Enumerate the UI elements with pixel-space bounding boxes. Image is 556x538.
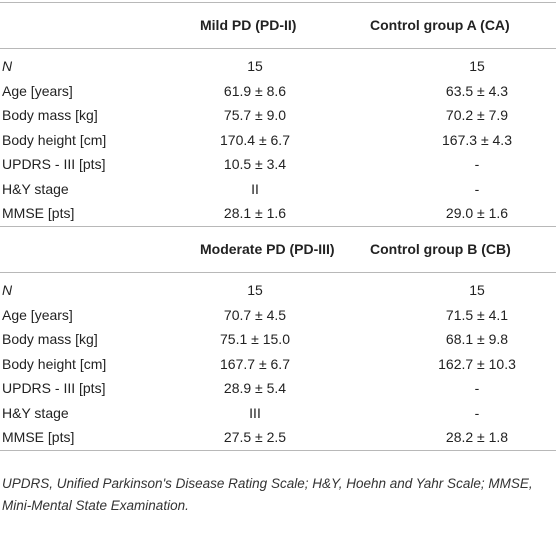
row-label: Age [years]	[2, 82, 73, 99]
rule	[0, 48, 556, 49]
cell-value: 70.7 ± 4.5	[223, 306, 287, 323]
cell-value: 167.3 ± 4.3	[442, 131, 512, 148]
rule	[0, 2, 556, 3]
cell-value: 70.2 ± 7.9	[445, 107, 509, 123]
row-label: MMSE [pts]	[2, 205, 75, 221]
rule	[0, 450, 556, 451]
cell-value: 75.7 ± 9.0	[223, 107, 287, 123]
cell-value: -	[474, 180, 480, 197]
cell-value: 15	[469, 58, 485, 74]
row-label: UPDRS - III [pts]	[2, 380, 106, 396]
cell-value: III	[249, 404, 261, 421]
row-label: Body height [cm]	[2, 355, 107, 372]
row-label: N	[2, 58, 13, 74]
cell-value: -	[474, 380, 480, 396]
column-header: Control group B (CB)	[370, 241, 511, 257]
rule	[0, 272, 556, 273]
column-header: Mild PD (PD-II)	[200, 17, 297, 33]
cell-value: 28.9 ± 5.4	[223, 380, 287, 396]
cell-value: 170.4 ± 6.7	[220, 131, 290, 148]
row-label: H&Y stage	[2, 404, 69, 421]
cell-value: 15	[247, 282, 263, 298]
row-label: H&Y stage	[2, 180, 69, 197]
cell-value: 28.2 ± 1.8	[445, 429, 509, 445]
cell-value: 29.0 ± 1.6	[445, 205, 509, 221]
cell-value: 71.5 ± 4.1	[445, 306, 509, 323]
column-header: Control group A (CA)	[370, 17, 510, 33]
cell-value: 10.5 ± 3.4	[223, 156, 287, 172]
cell-value: 61.9 ± 8.6	[223, 82, 287, 99]
row-label: Body mass [kg]	[2, 331, 98, 347]
cell-value: II	[251, 180, 259, 197]
cell-value: 15	[247, 58, 263, 74]
row-label: Body mass [kg]	[2, 107, 98, 123]
rule	[0, 226, 556, 227]
footnote: UPDRS, Unified Parkinson's Disease Ratin…	[2, 476, 533, 513]
cell-value: -	[474, 404, 480, 421]
cell-value: 28.1 ± 1.6	[223, 205, 287, 221]
cell-value: 15	[469, 282, 485, 298]
cell-value: 167.7 ± 6.7	[220, 355, 290, 372]
row-label: Body height [cm]	[2, 131, 107, 148]
cell-value: 63.5 ± 4.3	[445, 82, 509, 99]
cell-value: -	[474, 156, 480, 172]
row-label: UPDRS - III [pts]	[2, 156, 106, 172]
cell-value: 68.1 ± 9.8	[445, 331, 509, 347]
cell-value: 75.1 ± 15.0	[220, 331, 290, 347]
row-label: Age [years]	[2, 306, 73, 323]
cell-value: 162.7 ± 10.3	[438, 355, 516, 372]
column-header: Moderate PD (PD-III)	[200, 241, 335, 257]
cell-value: 27.5 ± 2.5	[223, 429, 287, 445]
row-label: N	[2, 282, 13, 298]
row-label: MMSE [pts]	[2, 429, 75, 445]
